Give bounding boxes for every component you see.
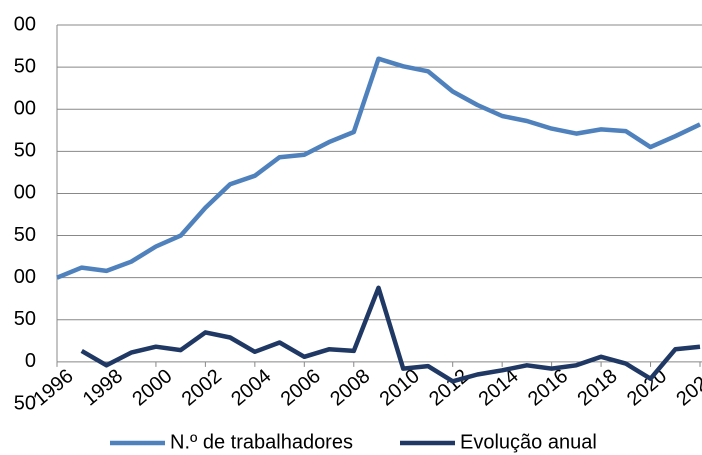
y-tick-label: 00: [14, 98, 36, 120]
y-tick-label: 50: [14, 392, 36, 414]
x-tick-label: 1996: [29, 365, 77, 410]
y-tick-label: 50: [14, 140, 36, 162]
x-tick-label: 2010: [376, 365, 424, 410]
x-tick-label: 2018: [573, 365, 621, 410]
series-line: [80, 285, 701, 384]
x-tick-label: 2012: [425, 365, 473, 410]
x-tick-label: 2006: [277, 365, 325, 410]
legend-label: Evolução anual: [460, 431, 597, 453]
x-tick-label: 1998: [79, 365, 127, 410]
x-tick-label: 2008: [326, 365, 374, 410]
y-tick-label: 50: [14, 55, 36, 77]
y-tick-label: 00: [14, 13, 36, 35]
y-tick-label: 00: [14, 266, 36, 288]
x-tick-label: 2004: [227, 365, 275, 410]
y-tick-label: 0: [25, 350, 36, 372]
x-tick-label: 2020: [623, 365, 671, 410]
x-tick-label: 2002: [178, 365, 226, 410]
y-tick-label: 50: [14, 308, 36, 330]
x-tick-label: 2016: [524, 365, 572, 410]
y-tick-label: 00: [14, 182, 36, 204]
legend-label: N.º de trabalhadores: [170, 431, 353, 453]
x-tick-label: 2022: [672, 365, 702, 410]
series-line: [56, 56, 701, 280]
y-tick-label: 50: [14, 224, 36, 246]
x-tick-label: 2000: [128, 365, 176, 410]
